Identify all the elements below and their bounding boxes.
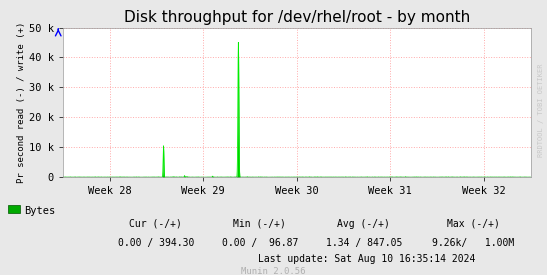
- Text: Bytes: Bytes: [25, 206, 56, 216]
- Text: 0.00 /  96.87: 0.00 / 96.87: [222, 238, 298, 248]
- Y-axis label: Pr second read (-) / write (+): Pr second read (-) / write (+): [17, 22, 26, 183]
- Text: Max (-/+): Max (-/+): [447, 219, 499, 229]
- Text: Cur (-/+): Cur (-/+): [130, 219, 182, 229]
- Text: 1.34 / 847.05: 1.34 / 847.05: [325, 238, 402, 248]
- Text: 9.26k/   1.00M: 9.26k/ 1.00M: [432, 238, 514, 248]
- Text: RRDTOOL / TOBI OETIKER: RRDTOOL / TOBI OETIKER: [538, 63, 544, 157]
- Text: Min (-/+): Min (-/+): [234, 219, 286, 229]
- Text: 0.00 / 394.30: 0.00 / 394.30: [118, 238, 194, 248]
- Text: Avg (-/+): Avg (-/+): [337, 219, 390, 229]
- Title: Disk throughput for /dev/rhel/root - by month: Disk throughput for /dev/rhel/root - by …: [124, 10, 470, 25]
- Text: Last update: Sat Aug 10 16:35:14 2024: Last update: Sat Aug 10 16:35:14 2024: [258, 254, 475, 264]
- Text: Munin 2.0.56: Munin 2.0.56: [241, 267, 306, 275]
